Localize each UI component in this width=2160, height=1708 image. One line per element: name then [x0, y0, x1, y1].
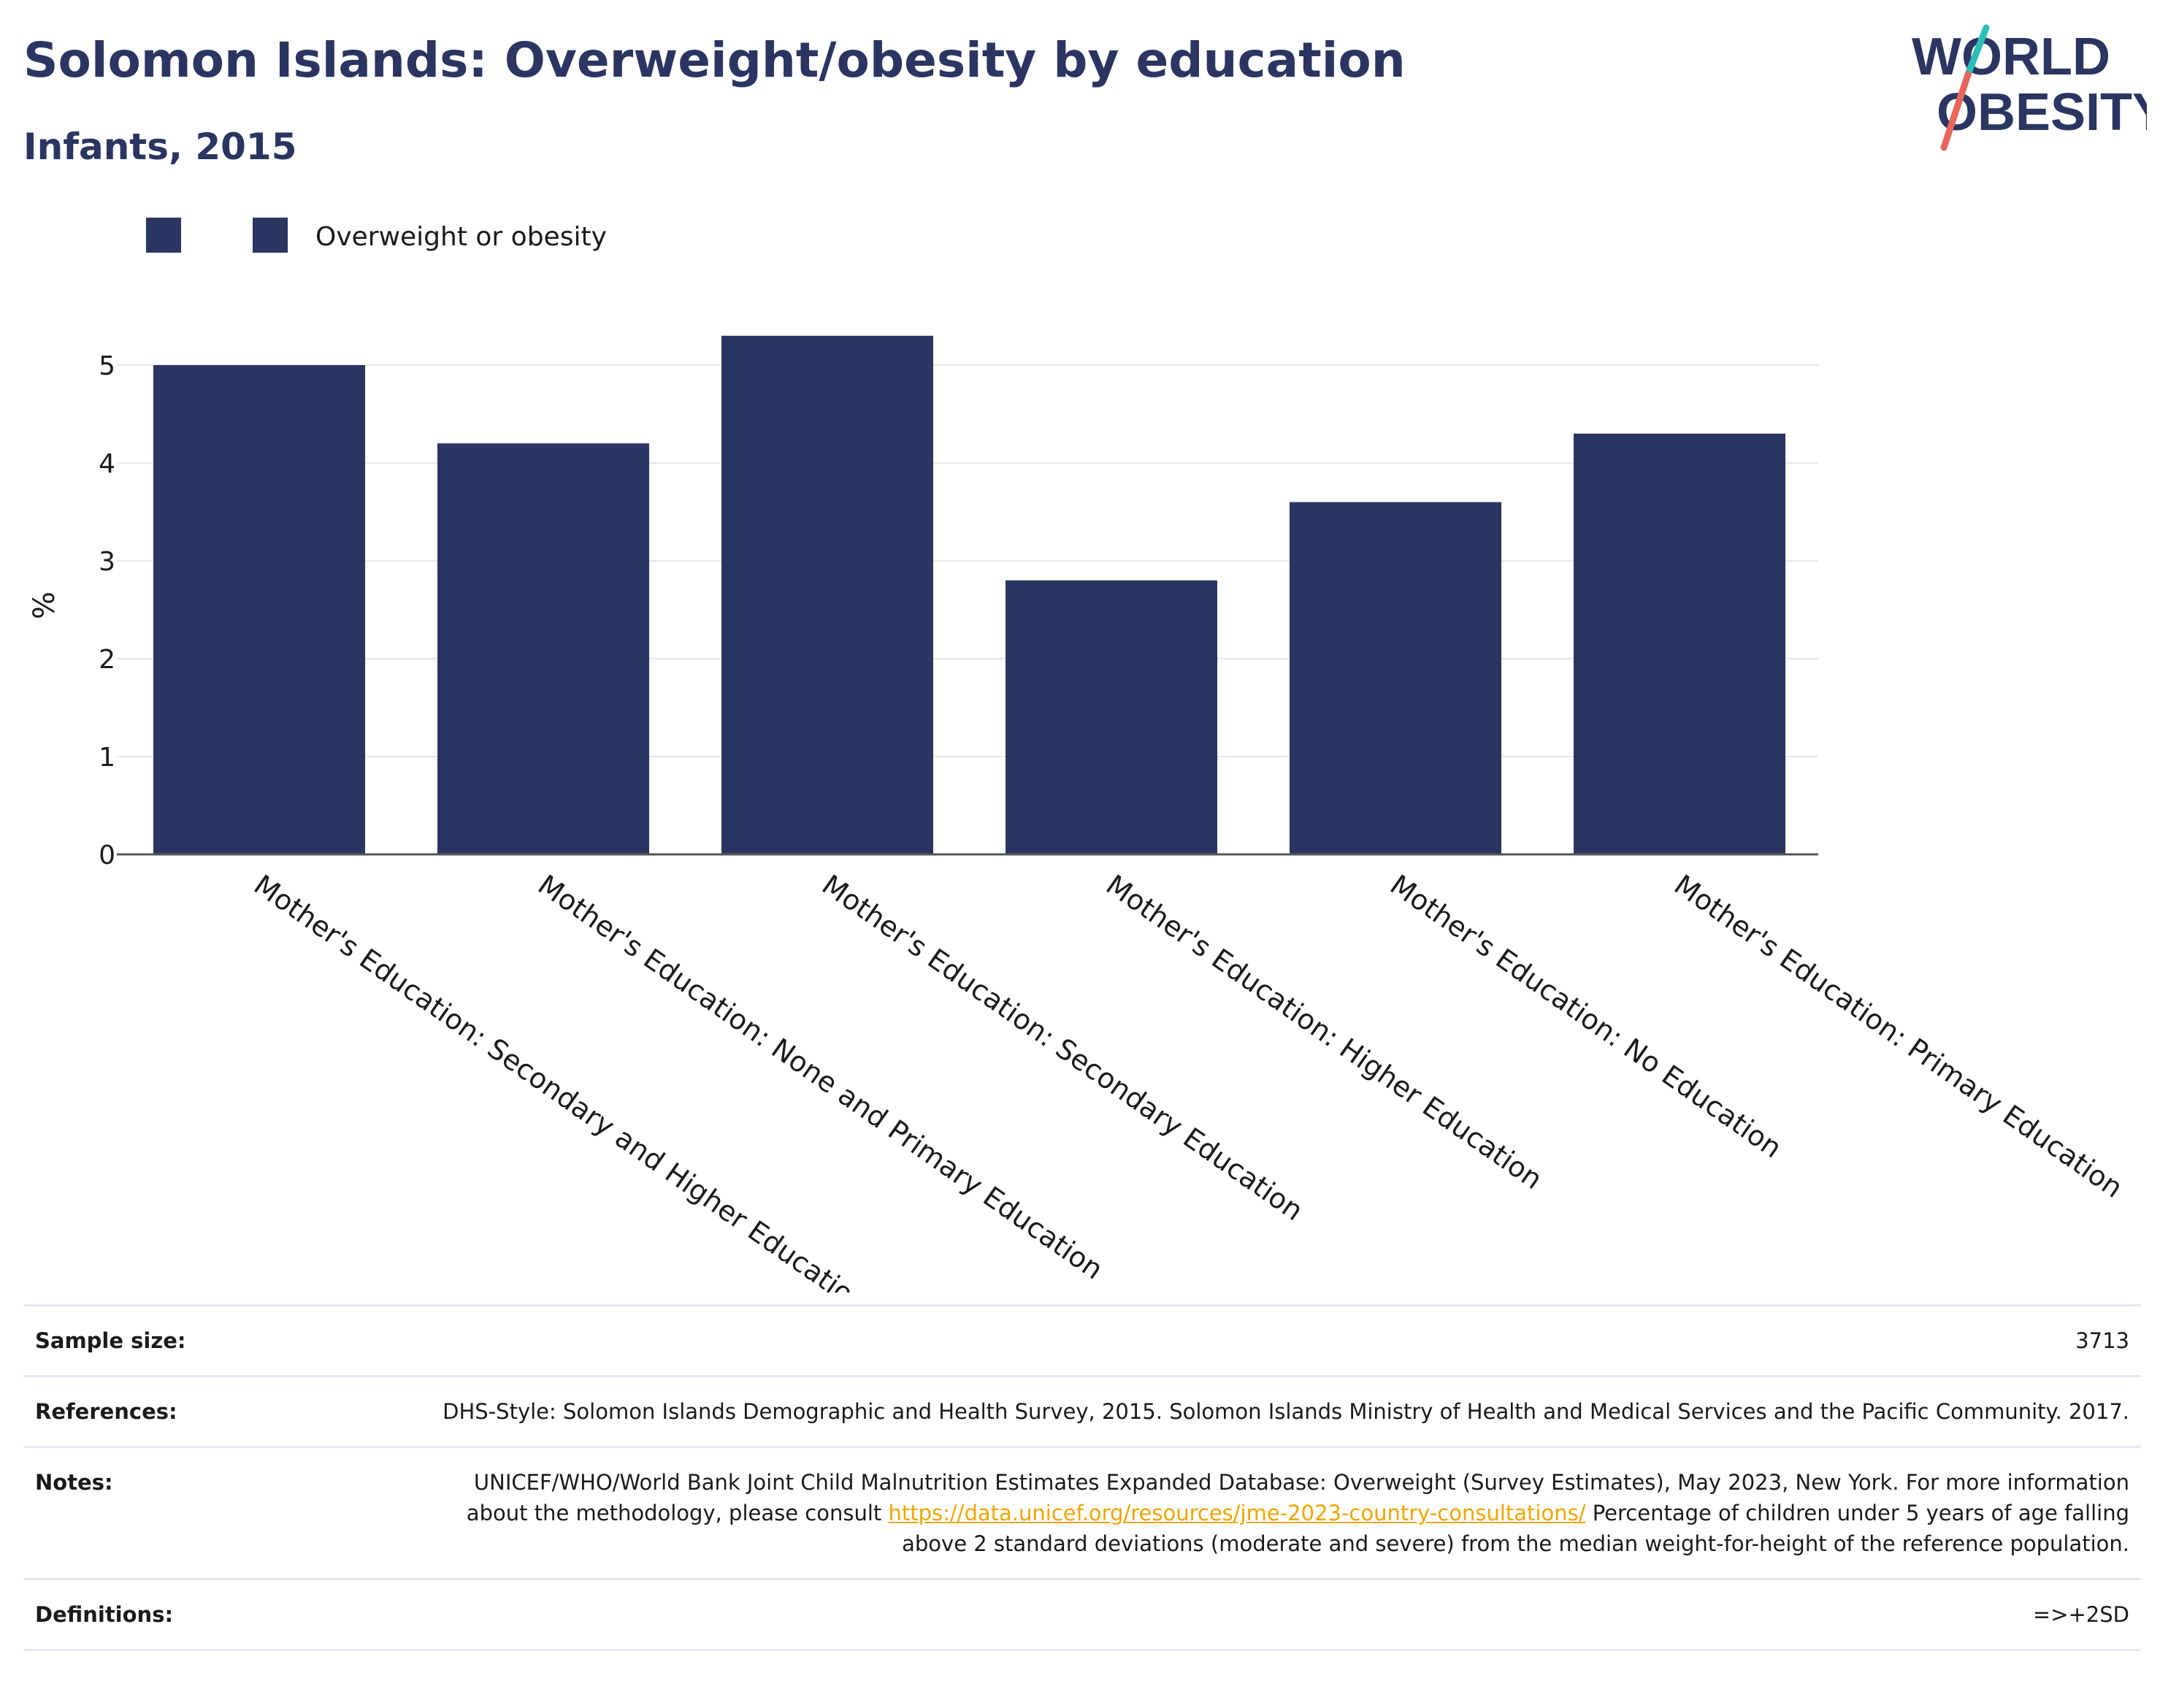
- world-obesity-logo: WORLD OBESITY: [1912, 24, 2147, 151]
- bar: [1290, 502, 1501, 854]
- legend-swatch: [146, 218, 181, 253]
- meta-row-notes: Notes: UNICEF/WHO/World Bank Joint Child…: [23, 1447, 2141, 1579]
- bar: [437, 443, 649, 854]
- methodology-link[interactable]: https://data.unicef.org/resources/jme-20…: [888, 1501, 1586, 1525]
- logo-slash-top: [1964, 24, 1990, 78]
- meta-row-references: References: DHS-Style: Solomon Islands D…: [23, 1376, 2141, 1447]
- x-tick-label: Mother's Education: Secondary and Higher…: [248, 868, 874, 1293]
- legend-swatch: [253, 218, 288, 253]
- metadata-table: Sample size: 3713 References: DHS-Style:…: [23, 1304, 2141, 1651]
- meta-key: Notes:: [35, 1470, 113, 1495]
- y-tick-label: 5: [99, 351, 115, 381]
- y-tick-label: 1: [99, 743, 115, 773]
- y-tick-label: 3: [99, 547, 115, 577]
- meta-value: =>+2SD: [2032, 1602, 2129, 1627]
- notes-definition-text: Percentage of children under 5 years of …: [902, 1501, 2129, 1556]
- notes-text: UNICEF/WHO/World Bank Joint Child Malnut…: [466, 1470, 2129, 1525]
- x-tick-label: Mother's Education: Higher Education: [1100, 868, 1548, 1195]
- legend-label: Overweight or obesity: [315, 222, 607, 252]
- logo-word-obesity: OBESITY: [1937, 83, 2147, 142]
- bar: [721, 335, 933, 854]
- bar-chart: Overweight or obesity 0 1 2 3 4 5% Mother's Edu…: [28, 218, 2129, 1293]
- meta-value: 3713: [2075, 1328, 2129, 1353]
- logo-word-world: WORLD: [1912, 28, 2110, 86]
- y-tick-label: 2: [99, 645, 115, 675]
- meta-row-definitions: Definitions: =>+2SD: [23, 1579, 2141, 1650]
- bar: [153, 365, 365, 854]
- meta-key: Sample size:: [35, 1328, 186, 1353]
- meta-key: References:: [35, 1399, 177, 1424]
- y-tick-label: 4: [99, 449, 115, 479]
- x-tick-label: Mother's Education: Secondary Education: [816, 868, 1309, 1227]
- bar: [1574, 433, 1785, 854]
- meta-row-sample-size: Sample size: 3713: [23, 1305, 2141, 1376]
- logo-slash-bottom: [1940, 71, 1972, 151]
- x-tick-label: Mother's Education: Primary Education: [1669, 868, 2129, 1204]
- meta-key: Definitions:: [35, 1602, 174, 1627]
- bar: [1006, 580, 1217, 854]
- page-subtitle: Infants, 2015: [23, 126, 297, 168]
- chart-area: Overweight or obesity 0 1 2 3 4 5% Mother's Edu…: [0, 197, 2160, 1293]
- y-tick-label: 0: [99, 840, 115, 870]
- meta-value: UNICEF/WHO/World Bank Joint Child Malnut…: [412, 1447, 2141, 1579]
- y-axis-label: %: [28, 591, 61, 619]
- meta-value: DHS-Style: Solomon Islands Demographic a…: [443, 1399, 2129, 1424]
- x-tick-label: Mother's Education: None and Primary Edu…: [532, 868, 1109, 1285]
- page-title: Solomon Islands: Overweight/obesity by e…: [23, 32, 1406, 88]
